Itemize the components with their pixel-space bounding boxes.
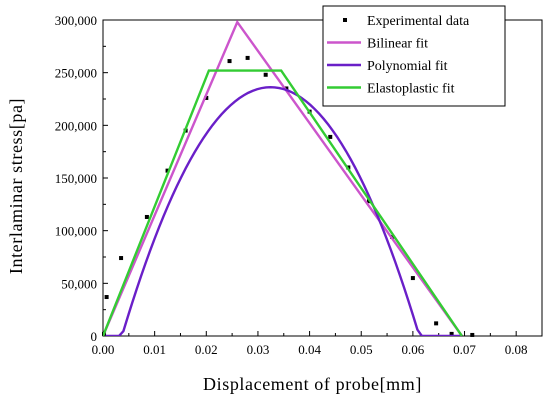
x-axis-title: Displacement of probe[mm] [203,374,422,394]
experimental-data-point [245,55,250,60]
x-tick-label: 0.06 [402,342,425,357]
legend-entry: Elastoplastic fit [367,82,455,97]
y-tick-label: 100,000 [55,224,97,239]
experimental-data-point [434,321,439,326]
y-tick-label: 200,000 [55,118,97,133]
x-tick-label: 0.01 [143,342,166,357]
legend-entry: Bilinear fit [367,37,428,52]
legend-entry: Polynomial fit [367,59,448,74]
experimental-data-point [104,295,109,300]
experimental-data-point [204,95,209,100]
bilinear-fit-line [103,20,463,336]
experimental-data-point [144,214,149,219]
experimental-data-point [263,72,268,77]
y-tick-label: 300,000 [55,13,97,28]
y-tick-label: 50,000 [61,276,97,291]
x-tick-label: 0.07 [453,342,476,357]
y-tick-label: 250,000 [55,66,97,81]
x-tick-label: 0.04 [298,342,321,357]
y-tick-label: 150,000 [55,171,97,186]
legend-marker [343,18,347,22]
experimental-data-point [328,134,333,139]
legend: Experimental data Bilinear fit Polynomial … [322,5,506,107]
legend-entry: Experimental data [367,14,470,29]
experimental-data-point [449,331,454,336]
series-layer [102,20,475,337]
elastoplastic-fit-line [103,69,463,336]
x-tick-label: 0.08 [505,342,528,357]
x-tick-label: 0.03 [247,342,270,357]
experimental-data-point [119,256,124,261]
x-tick-label: 0.00 [92,342,115,357]
x-tick-label: 0.05 [350,342,373,357]
x-axis: 0.00 0.01 0.02 0.03 0.04 0.05 0.06 0.07 0.08 [92,331,543,357]
experimental-data-point [165,168,170,173]
x-tick-label: 0.02 [195,342,218,357]
experimental-data-point [410,276,415,281]
y-axis: 0 50,000 100,000 150,000 200,000 250,000 300,0… [55,13,108,344]
experimental-data-point [470,332,475,337]
y-tick-label: 0 [91,329,98,344]
y-axis-title: Interlaminar stress[pa] [6,98,26,274]
legend-box [322,5,506,107]
experimental-data-point [284,86,289,91]
polynomial-fit-curve [105,85,462,336]
experimental-data-point [227,59,232,64]
